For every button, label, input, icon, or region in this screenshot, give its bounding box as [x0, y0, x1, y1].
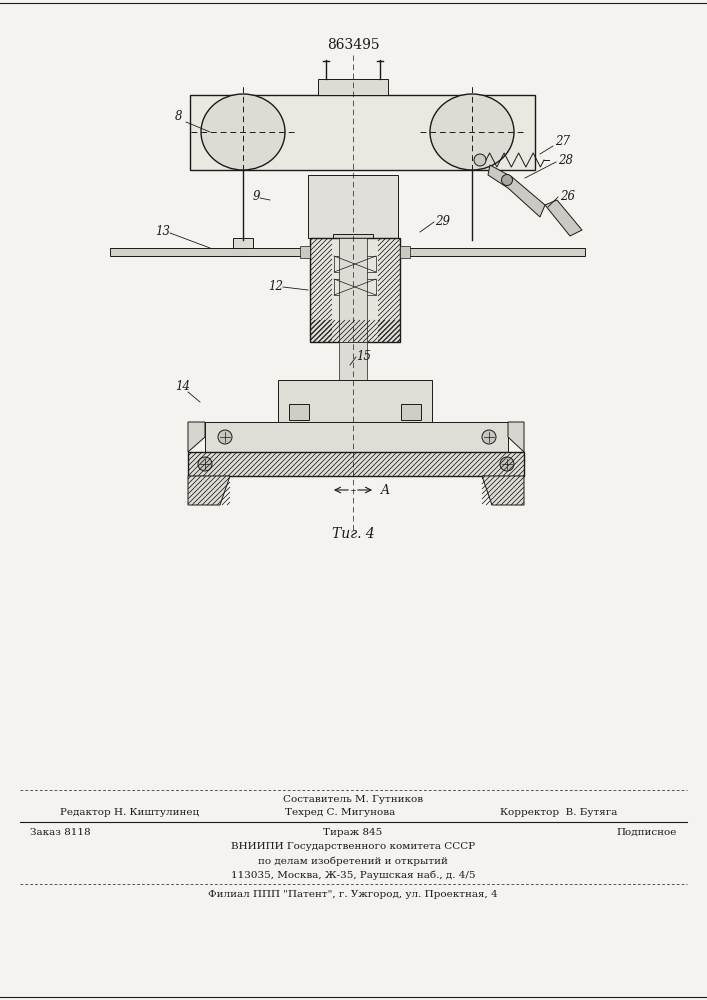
Bar	[318, 79, 388, 95]
Ellipse shape	[201, 94, 285, 170]
Polygon shape	[482, 476, 524, 505]
Text: 29: 29	[435, 215, 450, 228]
Text: 863495: 863495	[327, 38, 380, 52]
Text: Подписное: Подписное	[617, 828, 677, 837]
Text: A: A	[381, 484, 390, 496]
Circle shape	[474, 154, 486, 166]
Text: ВНИИПИ Государственного комитета СССР: ВНИИПИ Государственного комитета СССР	[231, 842, 475, 851]
Bar	[233, 238, 253, 248]
Polygon shape	[545, 200, 582, 236]
Bar	[334, 279, 376, 295]
Text: 12: 12	[268, 280, 283, 293]
Ellipse shape	[430, 94, 514, 170]
Circle shape	[501, 174, 513, 186]
Bar	[310, 238, 400, 342]
Text: 15: 15	[356, 350, 371, 363]
Circle shape	[482, 430, 496, 444]
Text: Техред С. Мигунова: Техред С. Мигунова	[285, 808, 395, 817]
Text: Τиг. 4: Τиг. 4	[332, 527, 375, 541]
Bar	[339, 238, 367, 342]
Circle shape	[218, 430, 232, 444]
Bar	[188, 452, 524, 476]
Bar	[339, 342, 367, 422]
Text: Составитель М. Гутников: Составитель М. Гутников	[283, 795, 423, 804]
Text: 26: 26	[560, 190, 575, 203]
Polygon shape	[488, 165, 545, 217]
Text: Тираж 845: Тираж 845	[323, 828, 382, 837]
Text: Заказ 8118: Заказ 8118	[30, 828, 90, 837]
Bar	[300, 246, 310, 258]
Bar	[400, 248, 585, 256]
Text: Корректор  В. Бутяга: Корректор В. Бутяга	[500, 808, 617, 817]
Text: 28: 28	[558, 154, 573, 167]
Polygon shape	[508, 422, 524, 452]
Text: 9: 9	[253, 190, 260, 203]
Circle shape	[198, 457, 212, 471]
Polygon shape	[188, 422, 205, 452]
Text: по делам изобретений и открытий: по делам изобретений и открытий	[258, 856, 448, 865]
Text: Редактор Н. Киштулинец: Редактор Н. Киштулинец	[60, 808, 199, 817]
Bar	[110, 248, 310, 256]
Bar	[333, 234, 373, 256]
Bar	[401, 404, 421, 420]
Circle shape	[500, 457, 514, 471]
Text: 27: 27	[555, 135, 570, 148]
Polygon shape	[188, 476, 230, 505]
Text: 14: 14	[175, 380, 190, 393]
Text: 13: 13	[155, 225, 170, 238]
Bar	[190, 95, 535, 170]
Bar	[308, 175, 398, 238]
Bar	[334, 256, 376, 272]
Bar	[278, 380, 432, 425]
Bar	[205, 422, 508, 452]
Text: 8: 8	[175, 110, 182, 123]
Text: 113035, Москва, Ж-35, Раушская наб., д. 4/5: 113035, Москва, Ж-35, Раушская наб., д. …	[230, 870, 475, 880]
Bar	[289, 404, 309, 420]
Bar	[400, 246, 410, 258]
Text: Филиал ППП "Патент", г. Ужгород, ул. Проектная, 4: Филиал ППП "Патент", г. Ужгород, ул. Про…	[208, 890, 498, 899]
